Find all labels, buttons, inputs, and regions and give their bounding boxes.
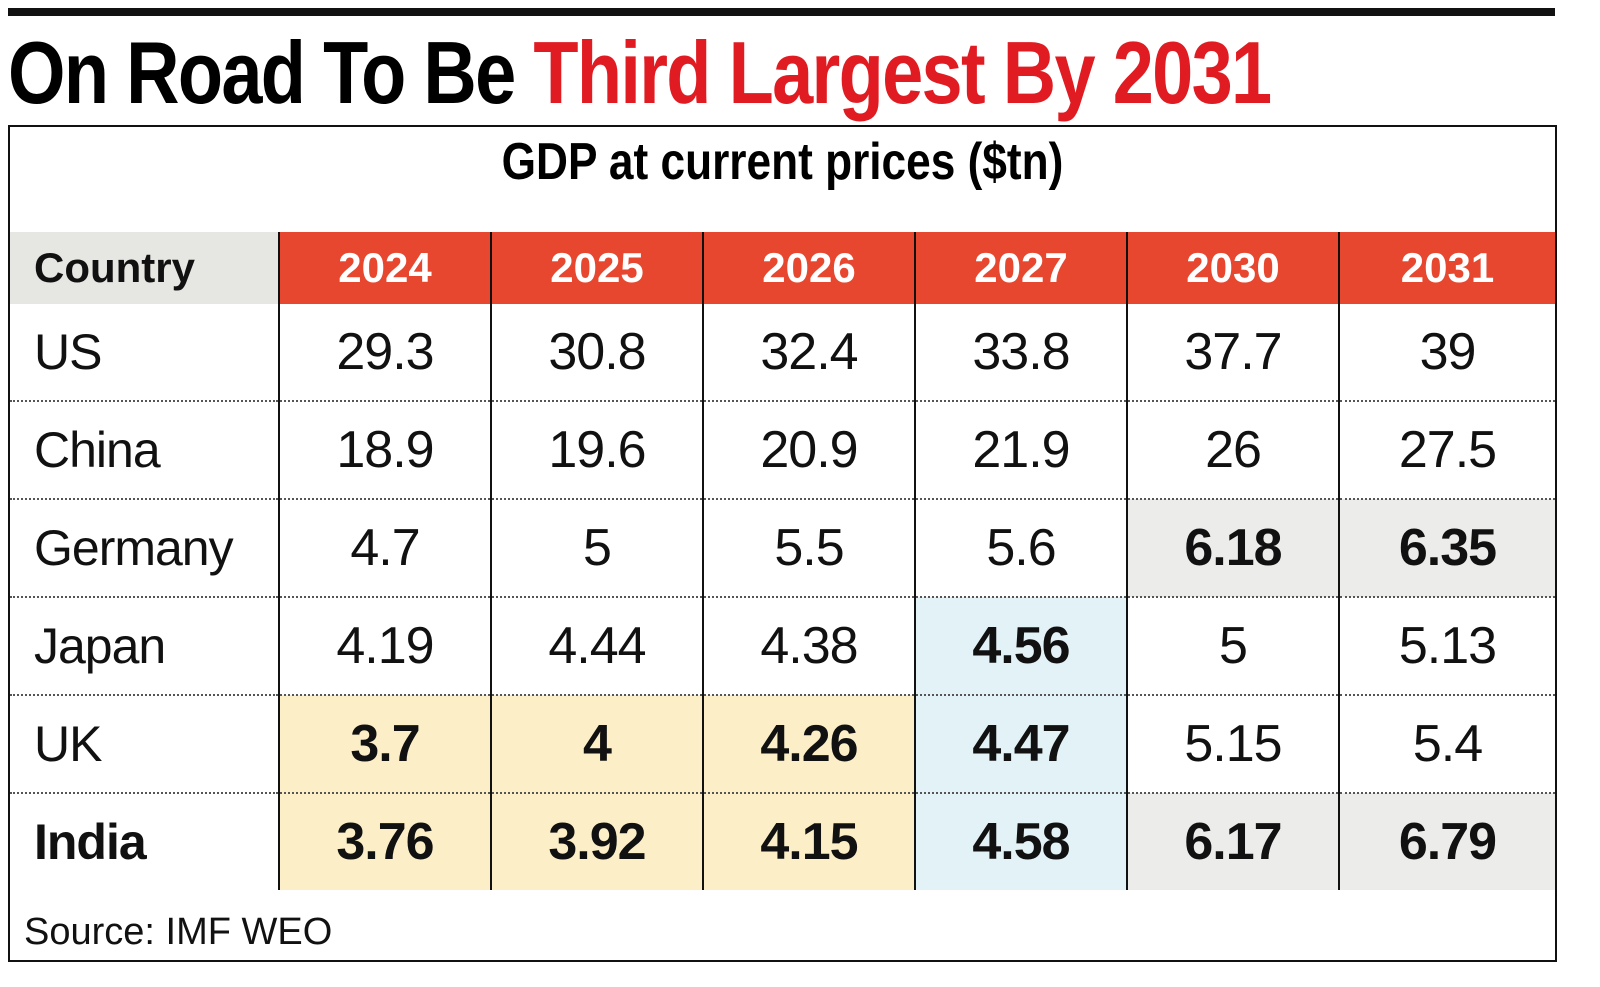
value-cell: 29.3 bbox=[278, 304, 491, 401]
title-black: On Road To Be bbox=[8, 23, 516, 122]
value-cell: 4.44 bbox=[490, 596, 703, 695]
value-cell: 18.9 bbox=[278, 400, 491, 499]
value-cell: 6.17 bbox=[1126, 792, 1339, 890]
value-cell: 5.15 bbox=[1126, 694, 1339, 793]
value-cell: 6.35 bbox=[1338, 498, 1555, 597]
source: Source: IMF WEO bbox=[24, 911, 333, 953]
country-cell: Japan bbox=[10, 596, 279, 695]
table-box: GDP at current prices ($tn) Country 2024… bbox=[8, 125, 1557, 962]
value-cell: 30.8 bbox=[490, 304, 703, 401]
table-row: US 29.3 30.8 32.4 33.8 37.7 39 bbox=[10, 304, 1555, 401]
table-row: Japan 4.19 4.44 4.38 4.56 5 5.13 bbox=[10, 596, 1555, 695]
value-cell: 20.9 bbox=[702, 400, 915, 499]
table-row: UK 3.7 4 4.26 4.47 5.15 5.4 bbox=[10, 694, 1555, 793]
header-cell: 2024 bbox=[278, 232, 491, 304]
header-cell: 2030 bbox=[1126, 232, 1339, 304]
header-row: Country 2024 2025 2026 2027 2030 2031 bbox=[10, 232, 1555, 304]
header-cell: 2025 bbox=[490, 232, 703, 304]
value-cell: 5 bbox=[1126, 596, 1339, 695]
table-row: India 3.76 3.92 4.15 4.58 6.17 6.79 bbox=[10, 792, 1555, 890]
value-cell: 37.7 bbox=[1126, 304, 1339, 401]
country-cell: Germany bbox=[10, 498, 279, 597]
value-cell: 4.15 bbox=[702, 792, 915, 890]
header-cell: 2026 bbox=[702, 232, 915, 304]
value-cell: 3.92 bbox=[490, 792, 703, 890]
value-cell: 4.26 bbox=[702, 694, 915, 793]
value-cell: 27.5 bbox=[1338, 400, 1555, 499]
header-cell: Country bbox=[10, 232, 279, 304]
subtitle: GDP at current prices ($tn) bbox=[501, 133, 1064, 191]
value-cell: 21.9 bbox=[914, 400, 1127, 499]
value-cell: 4.58 bbox=[914, 792, 1127, 890]
value-cell: 39 bbox=[1338, 304, 1555, 401]
value-cell: 32.4 bbox=[702, 304, 915, 401]
country-cell: India bbox=[10, 792, 279, 890]
country-cell: US bbox=[34, 324, 102, 380]
value-cell: 6.79 bbox=[1338, 792, 1555, 890]
value-cell: 4.47 bbox=[914, 694, 1127, 793]
table-row: Germany 4.7 5 5.5 5.6 6.18 6.35 bbox=[10, 498, 1555, 597]
value-cell: 4 bbox=[490, 694, 703, 793]
value-cell: 4.38 bbox=[702, 596, 915, 695]
value-cell: 26 bbox=[1126, 400, 1339, 499]
header-cell: 2031 bbox=[1338, 232, 1555, 304]
value-cell: 3.7 bbox=[278, 694, 491, 793]
value-cell: 5.5 bbox=[702, 498, 915, 597]
country-cell: China bbox=[10, 400, 279, 499]
value-cell: 4.7 bbox=[278, 498, 491, 597]
table-row: China 18.9 19.6 20.9 21.9 26 27.5 bbox=[10, 400, 1555, 499]
top-rule bbox=[8, 8, 1555, 16]
gdp-table: Country 2024 2025 2026 2027 2030 2031 US… bbox=[10, 232, 1555, 890]
value-cell: 4.19 bbox=[278, 596, 491, 695]
value-cell: 6.18 bbox=[1126, 498, 1339, 597]
title-red: Third Largest By 2031 bbox=[533, 23, 1272, 122]
value-cell: 4.56 bbox=[914, 596, 1127, 695]
value-cell: 5.6 bbox=[914, 498, 1127, 597]
country-cell: UK bbox=[10, 694, 279, 793]
value-cell: 5 bbox=[490, 498, 703, 597]
value-cell: 19.6 bbox=[490, 400, 703, 499]
value-cell: 3.76 bbox=[278, 792, 491, 890]
header-cell: 2027 bbox=[914, 232, 1127, 304]
title: On Road To Be Third Largest By 2031 bbox=[8, 22, 1272, 124]
value-cell: 33.8 bbox=[914, 304, 1127, 401]
value-cell: 5.4 bbox=[1338, 694, 1555, 793]
value-cell: 5.13 bbox=[1338, 596, 1555, 695]
